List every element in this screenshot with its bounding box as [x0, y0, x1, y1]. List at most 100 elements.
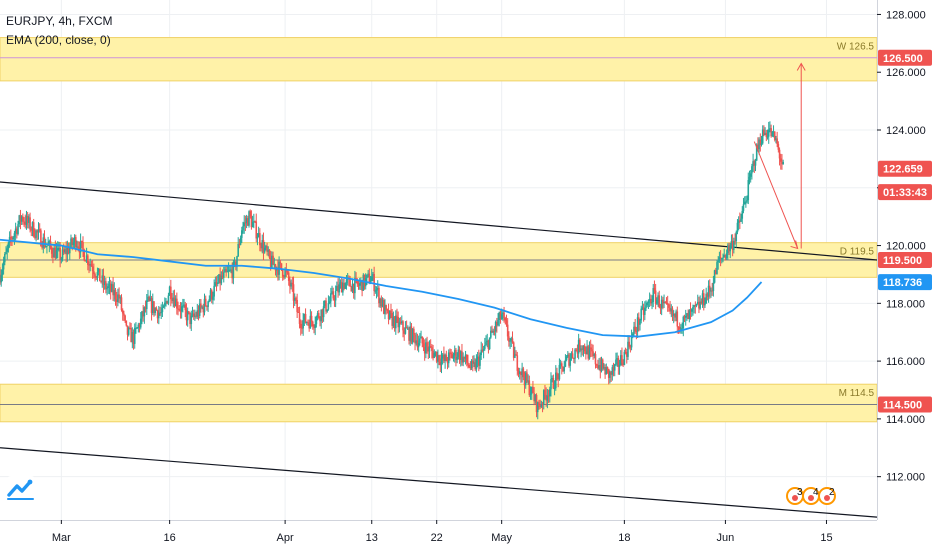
- candle-body: [310, 315, 313, 322]
- candle-body: [373, 273, 375, 291]
- candle-body: [14, 228, 17, 234]
- candle-body: [589, 347, 592, 350]
- candle-body: [198, 303, 201, 316]
- candle-body: [95, 276, 98, 278]
- candle-body: [238, 243, 241, 245]
- candle-body: [216, 282, 219, 285]
- candle-body: [311, 321, 314, 327]
- candle-body: [707, 285, 710, 297]
- candle-body: [325, 300, 327, 312]
- candle-body: [70, 238, 72, 248]
- indicator-title[interactable]: EMA (200, close, 0): [6, 33, 111, 47]
- candle-body: [496, 321, 498, 326]
- candle-body: [647, 300, 650, 304]
- candle-body: [755, 144, 758, 161]
- candle-body: [385, 305, 387, 310]
- candle-body: [355, 278, 357, 280]
- candle-body: [459, 351, 462, 360]
- candle-body: [73, 237, 76, 243]
- candle-body: [434, 351, 437, 353]
- candle-body: [689, 310, 692, 312]
- candle-body: [215, 282, 218, 285]
- candle-body: [367, 273, 369, 275]
- candle-body: [617, 358, 620, 367]
- candle-body: [778, 149, 781, 159]
- candle-body: [1, 269, 4, 276]
- candle-body: [200, 303, 202, 308]
- candle-body: [330, 293, 332, 302]
- candle-body: [299, 323, 302, 329]
- date-tick-label: 13: [366, 532, 378, 544]
- candle-body: [550, 379, 552, 390]
- candle-body: [38, 229, 41, 231]
- candle-body: [663, 301, 665, 304]
- candle-body: [30, 229, 33, 231]
- candle-body: [435, 351, 438, 362]
- candle-body: [782, 161, 784, 165]
- candle-body: [281, 269, 284, 277]
- candle-body: [183, 304, 185, 306]
- candle-body: [297, 311, 300, 313]
- price-axis[interactable]: 128.000126.000124.000122.000120.000118.0…: [877, 0, 932, 550]
- candle-body: [771, 131, 774, 137]
- candle-body: [101, 275, 104, 282]
- candle-body: [747, 180, 750, 201]
- candle-body: [532, 386, 534, 394]
- candle-body: [437, 355, 439, 362]
- candle-body: [5, 251, 7, 255]
- candle-body: [361, 280, 363, 291]
- candle-body: [417, 342, 420, 348]
- candle-body: [468, 364, 470, 368]
- candle-body: [132, 332, 135, 344]
- candle-body: [8, 236, 11, 243]
- candle-body: [332, 291, 335, 299]
- candle-body: [557, 374, 560, 380]
- candle-body: [342, 282, 344, 293]
- candle-body: [304, 314, 307, 323]
- tradingview-logo-icon[interactable]: [6, 476, 36, 502]
- time-axis[interactable]: Mar 16 Apr 13 22 May 18 Jun 15: [0, 520, 932, 550]
- candle-body: [4, 254, 6, 263]
- candle-body: [331, 291, 333, 294]
- candle-body: [597, 365, 599, 369]
- candle-body: [43, 237, 46, 247]
- candle-body: [245, 218, 248, 224]
- candle-body: [83, 249, 86, 261]
- candle-body: [107, 286, 110, 289]
- candle-body: [668, 304, 670, 308]
- candle-body: [218, 274, 220, 283]
- candle-body: [88, 264, 90, 266]
- candle-body: [401, 321, 403, 324]
- candle-body: [160, 312, 163, 314]
- candle-body: [592, 351, 594, 356]
- date-tick-label: 16: [164, 532, 176, 544]
- candle-body: [653, 288, 656, 291]
- candle-body: [135, 327, 137, 329]
- candle-body: [439, 361, 442, 366]
- candle-body: [767, 129, 770, 137]
- candle-body: [260, 245, 262, 249]
- candle-body: [17, 224, 19, 234]
- candle-body: [521, 368, 523, 376]
- candle-body: [527, 380, 529, 382]
- candle-body: [56, 248, 59, 251]
- candle-body: [526, 372, 528, 382]
- candle-body: [52, 253, 54, 258]
- candle-body: [429, 346, 432, 348]
- candle-body: [636, 317, 639, 332]
- candle-body: [165, 301, 167, 303]
- candle-body: [234, 261, 237, 267]
- candle-body: [564, 359, 567, 367]
- candle-body: [700, 301, 703, 304]
- candle-body: [775, 138, 777, 140]
- candle-body: [393, 316, 396, 329]
- candle-body: [105, 281, 107, 290]
- candle-body: [197, 310, 200, 316]
- symbol-title[interactable]: EURJPY, 4h, FXCM: [6, 14, 113, 28]
- date-tick-label: Jun: [717, 532, 735, 544]
- candle-body: [740, 218, 742, 222]
- trendlines: [0, 181, 878, 518]
- event-count: 3: [797, 487, 803, 498]
